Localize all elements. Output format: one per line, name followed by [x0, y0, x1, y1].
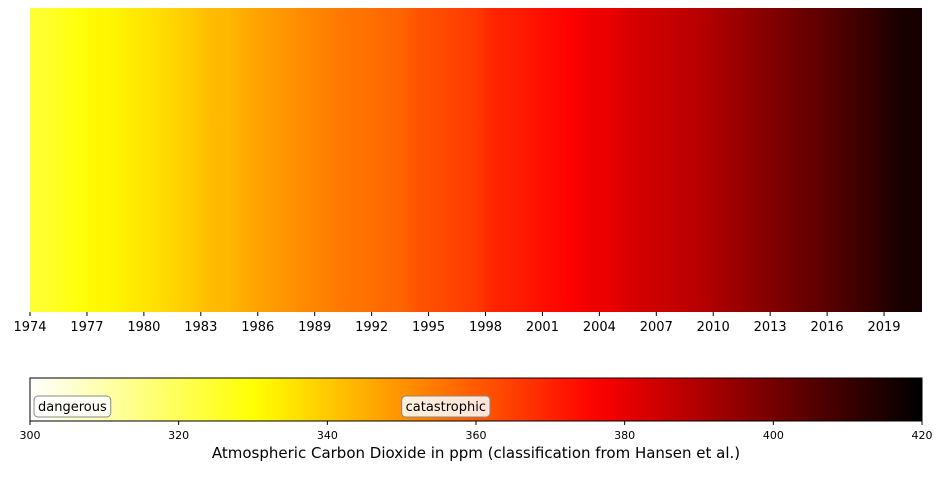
stripes-area	[30, 8, 922, 312]
colorbar-annotation-text: dangerous	[38, 400, 107, 415]
colorbar-annotations: dangerous catastrophic	[33, 395, 491, 418]
stripes-x-axis: 1974 1977 1980 1983 1986 1989 1992 1995 1998 2001…	[13, 312, 901, 335]
colorbar-annotation-box	[401, 395, 491, 418]
stripes-tick-label: 1980	[127, 320, 160, 335]
stripes-tick-label: 1998	[469, 320, 502, 335]
colorbar-tick-label: 360	[466, 429, 487, 442]
colorbar-tick-label: 300	[20, 429, 41, 442]
stripes-tick-label: 2019	[867, 320, 900, 335]
colorbar-xlabel: Atmospheric Carbon Dioxide in ppm (class…	[212, 444, 740, 462]
stripes-tick-label: 2001	[526, 320, 559, 335]
stripes-tick-label: 1986	[241, 320, 274, 335]
colorbar-x-axis: 300 320 340 360 380 400 420	[20, 421, 933, 442]
colorbar-tick-label: 320	[168, 429, 189, 442]
stripes-fill	[30, 8, 922, 312]
colorbar-annotation-text: catastrophic	[406, 400, 486, 415]
colorbar-tick-label: 400	[763, 429, 784, 442]
colorbar-tick-label: 340	[317, 429, 338, 442]
colorbar-tick-label: 380	[614, 429, 635, 442]
colorbar-tick-label: 420	[912, 429, 933, 442]
colorbar-annotation-dangerous: dangerous	[33, 395, 112, 418]
stripes-tick-label: 2007	[640, 320, 673, 335]
stripes-tick-label: 1974	[13, 320, 46, 335]
stripes-tick-label: 2010	[697, 320, 730, 335]
colorbar-annotation-catastrophic: catastrophic	[401, 395, 491, 418]
stripes-tick-label: 1995	[412, 320, 445, 335]
stripes-tick-label: 1977	[70, 320, 103, 335]
stripes-tick-label: 2016	[811, 320, 844, 335]
colorbar-annotation-box	[33, 395, 112, 418]
stripes-tick-label: 1992	[355, 320, 388, 335]
stripes-tick-label: 2004	[583, 320, 616, 335]
stripes-tick-label: 1983	[184, 320, 217, 335]
stripes-tick-label: 1989	[298, 320, 331, 335]
stripes-tick-label: 2013	[754, 320, 787, 335]
